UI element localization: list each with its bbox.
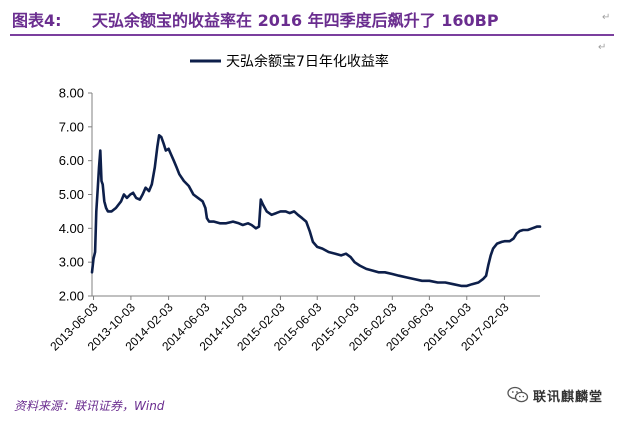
legend: 天弘余额宝7日年化收益率 <box>190 53 389 70</box>
watermark: 联讯麒麟堂 <box>507 382 603 408</box>
y-tick-label: 5.00 <box>59 187 84 202</box>
y-tick-label: 2.00 <box>59 289 84 304</box>
paragraph-mark-icon: ↵ <box>602 12 611 23</box>
y-tick-label: 7.00 <box>59 119 84 134</box>
wechat-icon <box>507 386 529 403</box>
figure-label: 图表4: <box>12 11 62 30</box>
legend-label: 天弘余额宝7日年化收益率 <box>226 53 389 70</box>
y-axis: 2.00 3.00 4.00 5.00 6.00 7.00 8.00 <box>59 86 93 304</box>
series-line <box>90 134 542 288</box>
y-tick-label: 4.00 <box>59 221 84 236</box>
watermark-text: 联讯麒麟堂 <box>533 389 604 405</box>
source-note: 资料来源：联讯证券，Wind <box>14 399 165 413</box>
figure-title: 天弘余额宝的收益率在 2016 年四季度后飙升了 160BP <box>92 11 499 30</box>
figure-header: 图表4: 天弘余额宝的收益率在 2016 年四季度后飙升了 160BP ↵ <box>10 10 614 36</box>
series-group <box>90 134 542 288</box>
y-tick-label: 3.00 <box>59 255 84 270</box>
x-axis: 2013-06-032013-10-032014-02-032014-06-03… <box>47 295 540 354</box>
y-tick-label: 8.00 <box>59 86 84 101</box>
y-tick-label: 6.00 <box>59 153 84 168</box>
paragraph-mark-icon: ↵ <box>598 42 607 53</box>
